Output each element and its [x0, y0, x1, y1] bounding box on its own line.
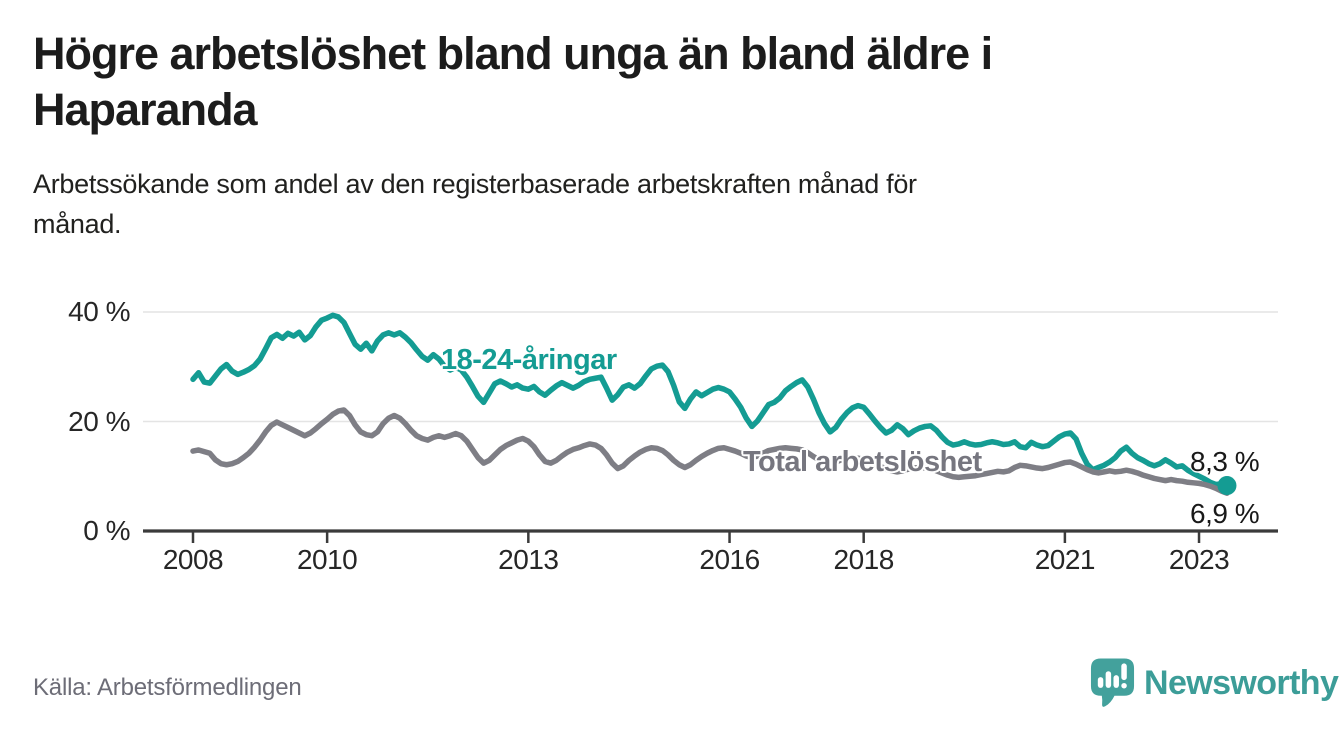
x-axis-tick-label: 2013 — [498, 544, 559, 575]
chart-subtitle: Arbetssökande som andel av den registerb… — [33, 164, 1283, 244]
series-line-1 — [190, 407, 1230, 496]
title-line-2: Haparanda — [33, 84, 258, 135]
title-line-1: Högre arbetslöshet bland unga än bland ä… — [33, 28, 993, 79]
newsworthy-logo: Newsworthy — [1089, 656, 1339, 710]
x-axis-tick-label: 2023 — [1168, 544, 1230, 575]
subtitle-line-2: månad. — [33, 209, 122, 239]
x-axis-tick-label: 2021 — [1034, 544, 1096, 575]
newsworthy-wordmark: Newsworthy — [1144, 664, 1339, 702]
y-axis-tick-label: 0 % — [83, 515, 130, 546]
series-line-0 — [190, 312, 1230, 489]
y-axis-tick-label: 40 % — [68, 296, 130, 327]
y-axis-tick-label: 20 % — [68, 405, 130, 437]
end-value-label-young: 8,3 % — [1190, 446, 1260, 477]
x-axis-tick-label: 2016 — [699, 544, 760, 575]
x-axis-tick-label: 2010 — [296, 544, 358, 575]
subtitle-line-1: Arbetssökande som andel av den registerb… — [33, 169, 917, 199]
x-axis-tick-label: 2018 — [833, 544, 895, 575]
end-marker-dot — [1217, 476, 1237, 496]
page-title: Högre arbetslöshet bland unga än bland ä… — [33, 26, 1318, 138]
newsworthy-icon — [1090, 658, 1135, 707]
source-caption: Källa: Arbetsförmedlingen — [33, 674, 302, 701]
series-label-total: Total arbetslöshet — [743, 446, 982, 478]
end-value-label-total: 6,9 % — [1190, 498, 1260, 529]
x-axis-tick-label: 2008 — [162, 544, 224, 575]
series-label-young: 18-24-åringar — [441, 344, 617, 376]
